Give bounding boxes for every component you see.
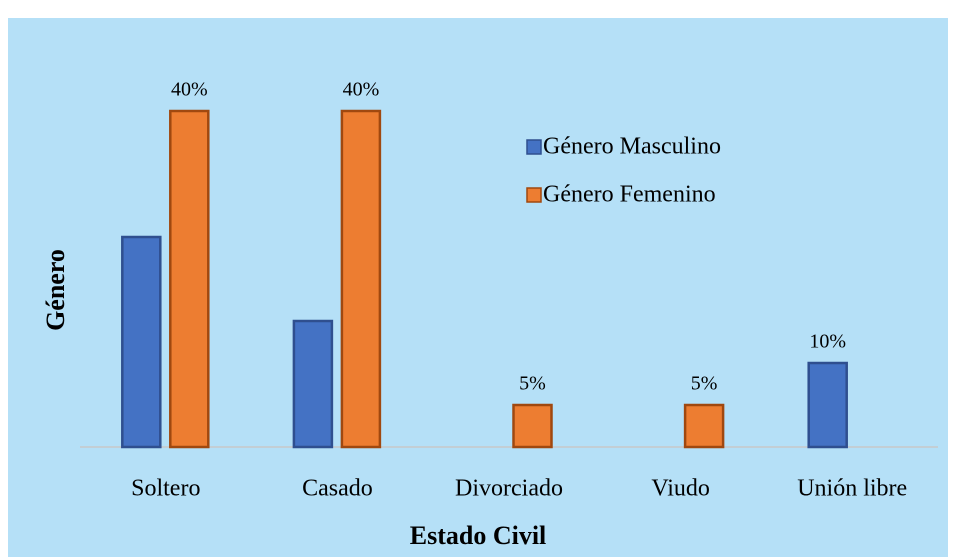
bar <box>807 361 848 449</box>
data-label: 5% <box>519 373 546 395</box>
bar <box>121 235 162 449</box>
legend-swatch <box>526 187 542 203</box>
bar <box>683 403 725 449</box>
data-label: 40% <box>171 79 208 101</box>
plot-background <box>8 18 948 557</box>
x-tick-label: Soltero <box>131 476 200 502</box>
bar <box>169 109 210 449</box>
bar <box>512 403 553 449</box>
legend-label: Género Femenino <box>543 182 716 208</box>
x-axis-title: Estado Civil <box>410 521 547 550</box>
y-axis-title: Género <box>41 249 70 331</box>
x-tick-label: Unión libre <box>797 476 907 502</box>
data-label: 5% <box>691 373 718 395</box>
legend-label: Género Masculino <box>543 134 721 160</box>
data-label: 40% <box>343 79 380 101</box>
bar <box>292 319 334 449</box>
x-tick-label: Viudo <box>651 476 710 502</box>
legend-swatch <box>526 139 542 155</box>
x-tick-label: Casado <box>302 476 373 502</box>
bar <box>340 109 382 449</box>
x-tick-label: Divorciado <box>455 476 563 502</box>
data-label: 10% <box>809 331 846 353</box>
